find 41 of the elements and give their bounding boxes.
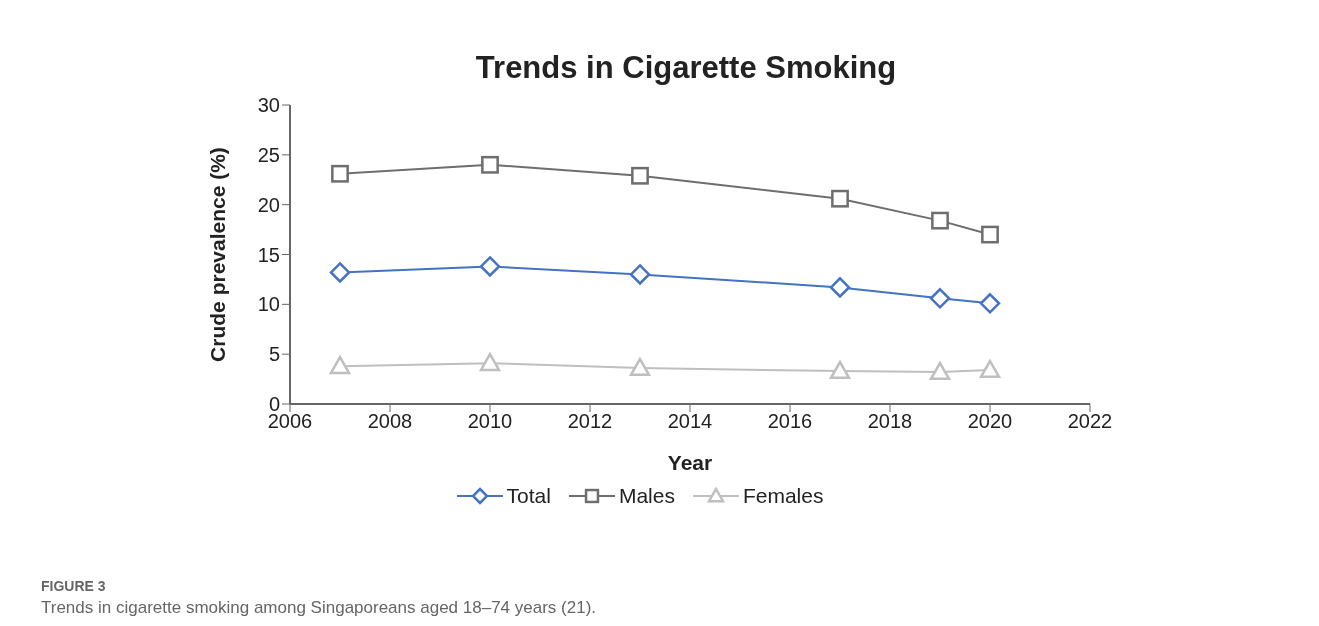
- legend-label: Males: [617, 484, 675, 508]
- y-tick-label: 25: [257, 143, 280, 166]
- chart-title: Trends in Cigarette Smoking: [475, 50, 897, 85]
- point: [829, 360, 851, 380]
- point: [929, 288, 951, 309]
- x-tick-label: 2022: [1067, 410, 1113, 433]
- y-tick-label: 10: [257, 293, 280, 316]
- x-tick-label: 2010: [467, 410, 513, 433]
- text: Trends in cigarette smoking among Singaporeans aged 18–74 years (21).: [41, 598, 598, 618]
- x-tick-label: 2012: [567, 410, 613, 433]
- y-tick-label: 30: [257, 94, 280, 117]
- point: [329, 355, 351, 375]
- point: [981, 225, 999, 244]
- point: [629, 357, 651, 377]
- point: [831, 189, 849, 208]
- point: [631, 166, 649, 185]
- caption: FIGURE 3: [41, 578, 107, 594]
- y-tick-label: 5: [268, 343, 280, 366]
- point: [331, 164, 349, 183]
- x-tick-label: 2016: [767, 410, 813, 433]
- point: [979, 293, 1001, 314]
- legend-label: Total: [505, 484, 551, 508]
- x-tick-label: 2006: [267, 410, 313, 433]
- point: [629, 264, 651, 285]
- y-tick-label: 20: [257, 193, 280, 216]
- point: [979, 359, 1001, 379]
- x-tick-label: 2018: [867, 410, 913, 433]
- y-tick-label: 15: [257, 243, 280, 266]
- x-tick-label: 2014: [667, 410, 713, 433]
- point: [481, 155, 499, 174]
- point: [329, 262, 351, 283]
- point: [479, 256, 501, 277]
- point: [479, 352, 501, 372]
- x-axis-title: Year: [667, 451, 713, 474]
- y-axis-title: Crude prevalence (%): [206, 147, 230, 362]
- x-tick-label: 2008: [367, 410, 413, 433]
- point: [931, 211, 949, 230]
- x-tick-label: 2020: [967, 410, 1013, 433]
- legend-label: Females: [741, 484, 824, 508]
- point: [929, 361, 951, 381]
- point: [829, 277, 851, 298]
